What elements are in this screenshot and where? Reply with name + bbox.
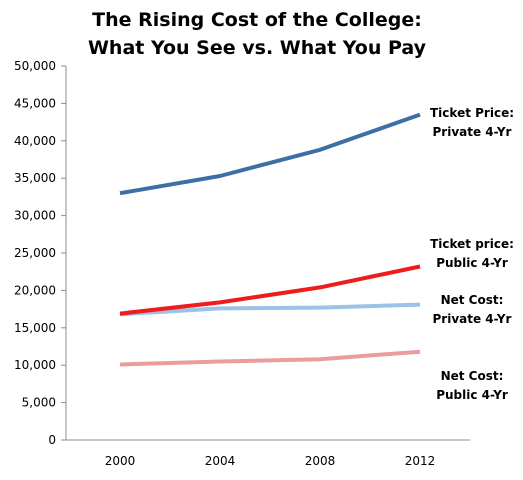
x-tick-label: 2012 xyxy=(405,454,436,468)
series-line-ticket-price-private xyxy=(119,112,421,196)
series-label-net-cost-public-line-1: Net Cost: xyxy=(441,369,504,383)
series-label-net-cost-public-line-2: Public 4-Yr xyxy=(436,388,508,402)
y-tick-label: 30,000 xyxy=(14,209,56,223)
series-label-ticket-price-private-line-2: Private 4-Yr xyxy=(433,125,512,139)
series-label-net-cost-private-line-1: Net Cost: xyxy=(441,293,504,307)
series-label-net-cost-private-line-2: Private 4-Yr xyxy=(433,312,512,326)
y-tick-label: 50,000 xyxy=(14,59,56,73)
chart-title-line-1: The Rising Cost of the College: xyxy=(92,9,422,31)
x-tick-label: 2004 xyxy=(205,454,236,468)
y-tick-label: 15,000 xyxy=(14,321,56,335)
y-tick-label: 10,000 xyxy=(14,358,56,372)
series-label-ticket-price-private-line-1: Ticket Price: xyxy=(430,106,514,120)
y-tick-label: 45,000 xyxy=(14,96,56,110)
y-tick-label: 5,000 xyxy=(22,396,56,410)
series-label-ticket-price-public-line-2: Public 4-Yr xyxy=(436,256,508,270)
series-label-ticket-price-public-line-1: Ticket price: xyxy=(430,237,514,251)
plot-area: 0 5,000 10,000 15,000 20,000 25,000 30,000 35,0… xyxy=(14,59,514,468)
series-line-ticket-price-public xyxy=(119,264,421,316)
y-tick-label: 40,000 xyxy=(14,134,56,148)
x-tick-label: 2008 xyxy=(305,454,336,468)
y-tick-label: 0 xyxy=(48,433,56,447)
chart-title-line-2: What You See vs. What You Pay xyxy=(88,37,427,59)
y-tick-label: 20,000 xyxy=(14,283,56,297)
y-tick-label: 25,000 xyxy=(14,246,56,260)
y-tick-label: 35,000 xyxy=(14,171,56,185)
x-tick-label: 2000 xyxy=(105,454,136,468)
series-line-net-cost-private xyxy=(119,302,421,317)
series-line-net-cost-public xyxy=(119,349,421,367)
